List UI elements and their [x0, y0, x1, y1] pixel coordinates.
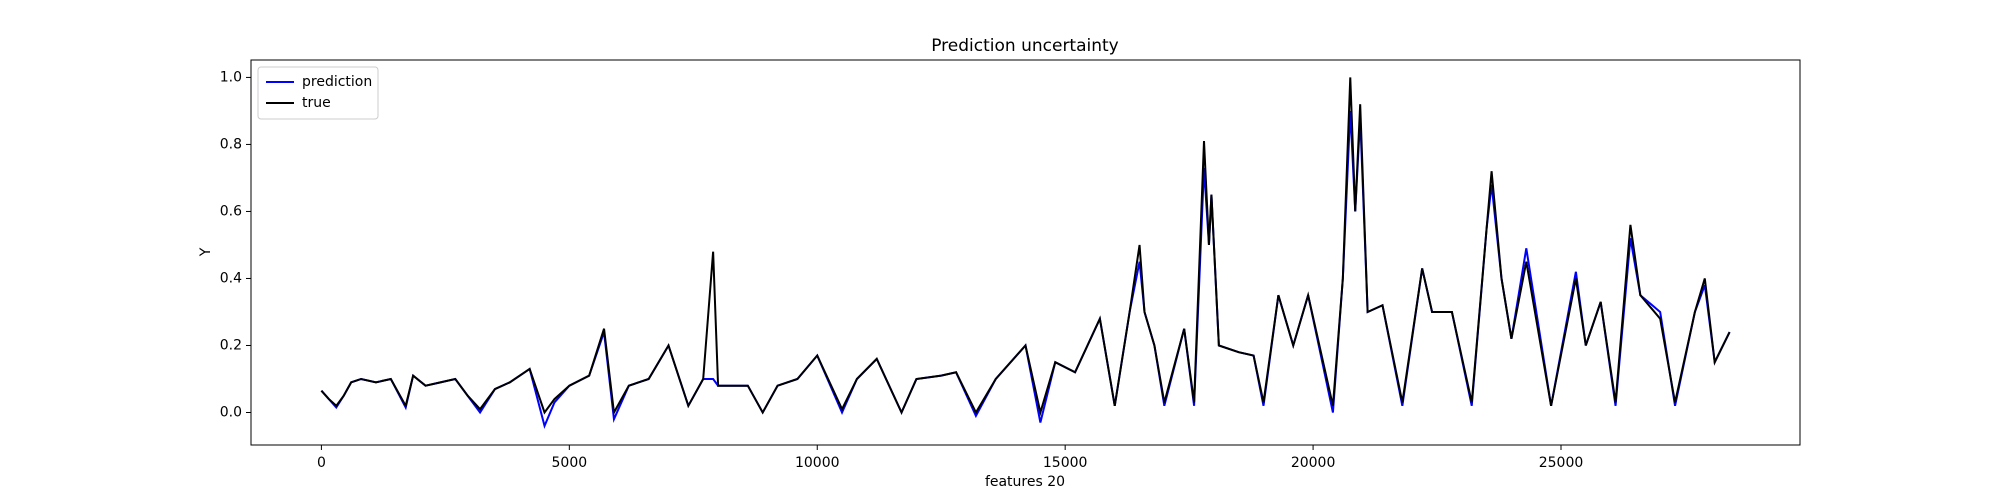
y-axis-label: Y [198, 247, 214, 257]
plot-frame [250, 59, 1801, 446]
y-tick-label: 0.2 [220, 337, 242, 353]
x-tick-label: 0 [317, 455, 326, 471]
legend-box [257, 66, 379, 120]
x-tick-label: 5000 [552, 455, 588, 471]
chart-title: Prediction uncertainty [931, 36, 1119, 56]
series-line [320, 77, 1731, 417]
y-tick-label: 0.8 [220, 136, 242, 152]
legend-label: true [302, 95, 331, 111]
x-tick-label: 10000 [795, 455, 840, 471]
y-tick-label: 0.6 [220, 203, 242, 219]
x-tick-label: 20000 [1291, 455, 1336, 471]
legend-label: prediction [302, 74, 372, 90]
y-tick-label: 0.0 [220, 404, 242, 420]
y-tick-label: 0.4 [220, 270, 242, 286]
x-axis-label: features 20 [985, 474, 1065, 490]
x-tick-label: 15000 [1043, 455, 1088, 471]
y-tick-label: 1.0 [220, 69, 242, 85]
x-tick-label: 25000 [1539, 455, 1584, 471]
